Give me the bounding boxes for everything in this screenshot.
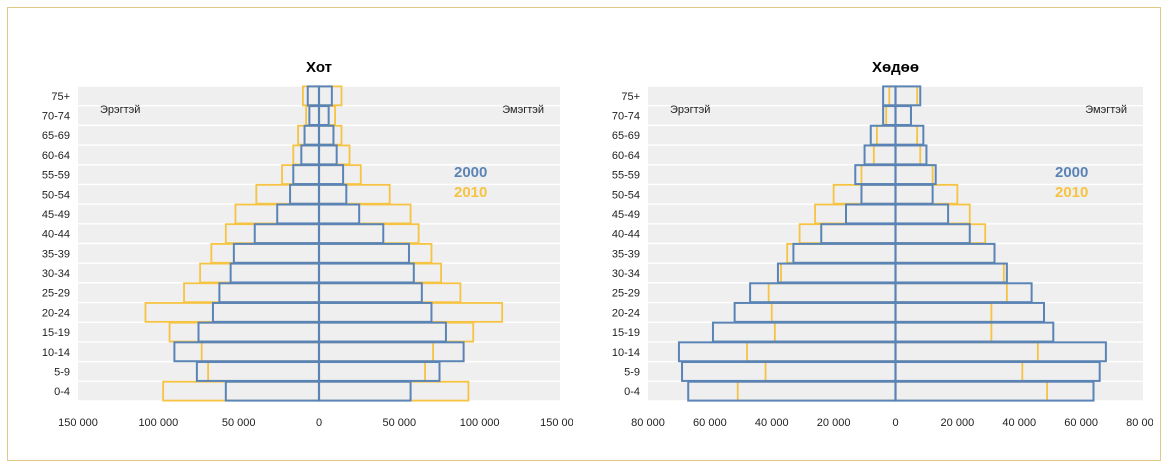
x-tick-label: 100 000	[460, 417, 500, 429]
category-label: 45-49	[42, 209, 70, 221]
category-label: 40-44	[42, 229, 70, 241]
x-tick-label: 150 000	[540, 417, 573, 429]
category-label: 40-44	[612, 229, 640, 241]
male-side-label: Эрэгтэй	[670, 104, 710, 116]
x-tick-label: 150 000	[58, 417, 98, 429]
x-tick-label: 60 000	[1064, 417, 1098, 429]
x-tick-label: 20 000	[817, 417, 851, 429]
category-label: 70-74	[612, 111, 640, 123]
chart-title: Хөдөө	[872, 59, 919, 76]
category-label: 20-24	[42, 307, 70, 319]
x-tick-label: 40 000	[1002, 417, 1036, 429]
category-label: 15-19	[42, 327, 70, 339]
x-tick-label: 60 000	[693, 417, 727, 429]
category-label: 25-29	[612, 288, 640, 300]
category-label: 35-39	[612, 248, 640, 260]
category-label: 50-54	[42, 189, 70, 201]
category-label: 45-49	[612, 209, 640, 221]
category-label: 75+	[621, 91, 640, 103]
chart-title: Хот	[306, 59, 332, 76]
pyramid-chart-urban: Хот Эрэгтэй Эмэгтэй 0-4 5-9 10-14 15-19 20-24 25…	[42, 59, 573, 429]
x-tick-label: 80 000	[631, 417, 665, 429]
category-label: 60-64	[612, 150, 640, 162]
category-label: 35-39	[42, 248, 70, 260]
female-side-label: Эмэгтэй	[1085, 104, 1127, 116]
legend-2000: 2000	[454, 164, 487, 181]
category-label: 55-59	[42, 170, 70, 182]
x-tick-label: 50 000	[222, 417, 256, 429]
category-label: 15-19	[612, 327, 640, 339]
x-tick-label: 100 000	[138, 417, 178, 429]
category-label: 65-69	[612, 130, 640, 142]
category-label: 5-9	[54, 366, 70, 378]
category-label: 10-14	[42, 347, 70, 359]
category-label: 55-59	[612, 170, 640, 182]
category-label: 75+	[51, 91, 70, 103]
category-label: 0-4	[54, 386, 70, 398]
category-label: 30-34	[612, 268, 640, 280]
category-label: 20-24	[612, 307, 640, 319]
category-label: 60-64	[42, 150, 70, 162]
male-side-label: Эрэгтэй	[100, 104, 140, 116]
category-label: 70-74	[42, 111, 70, 123]
female-side-label: Эмэгтэй	[502, 104, 544, 116]
legend-2000: 2000	[1055, 164, 1088, 181]
x-tick-label: 0	[892, 417, 898, 429]
category-label: 50-54	[612, 189, 640, 201]
pyramid-chart-rural: Хөдөө Эрэгтэй Эмэгтэй 0-4 5-9 10-14 15-19 20-24…	[612, 59, 1153, 429]
x-tick-label: 50 000	[383, 417, 417, 429]
category-label: 5-9	[624, 366, 640, 378]
legend-2010: 2010	[1055, 184, 1088, 201]
category-label: 25-29	[42, 288, 70, 300]
x-tick-label: 80 000	[1126, 417, 1153, 429]
legend-2010: 2010	[454, 184, 487, 201]
x-tick-label: 0	[316, 417, 322, 429]
figure-frame: Хот Эрэгтэй Эмэгтэй 0-4 5-9 10-14 15-19 20-24 25…	[7, 7, 1161, 461]
category-label: 30-34	[42, 268, 70, 280]
x-tick-label: 20 000	[941, 417, 975, 429]
x-tick-label: 40 000	[755, 417, 789, 429]
category-label: 0-4	[624, 386, 640, 398]
category-label: 65-69	[42, 130, 70, 142]
category-label: 10-14	[612, 347, 640, 359]
